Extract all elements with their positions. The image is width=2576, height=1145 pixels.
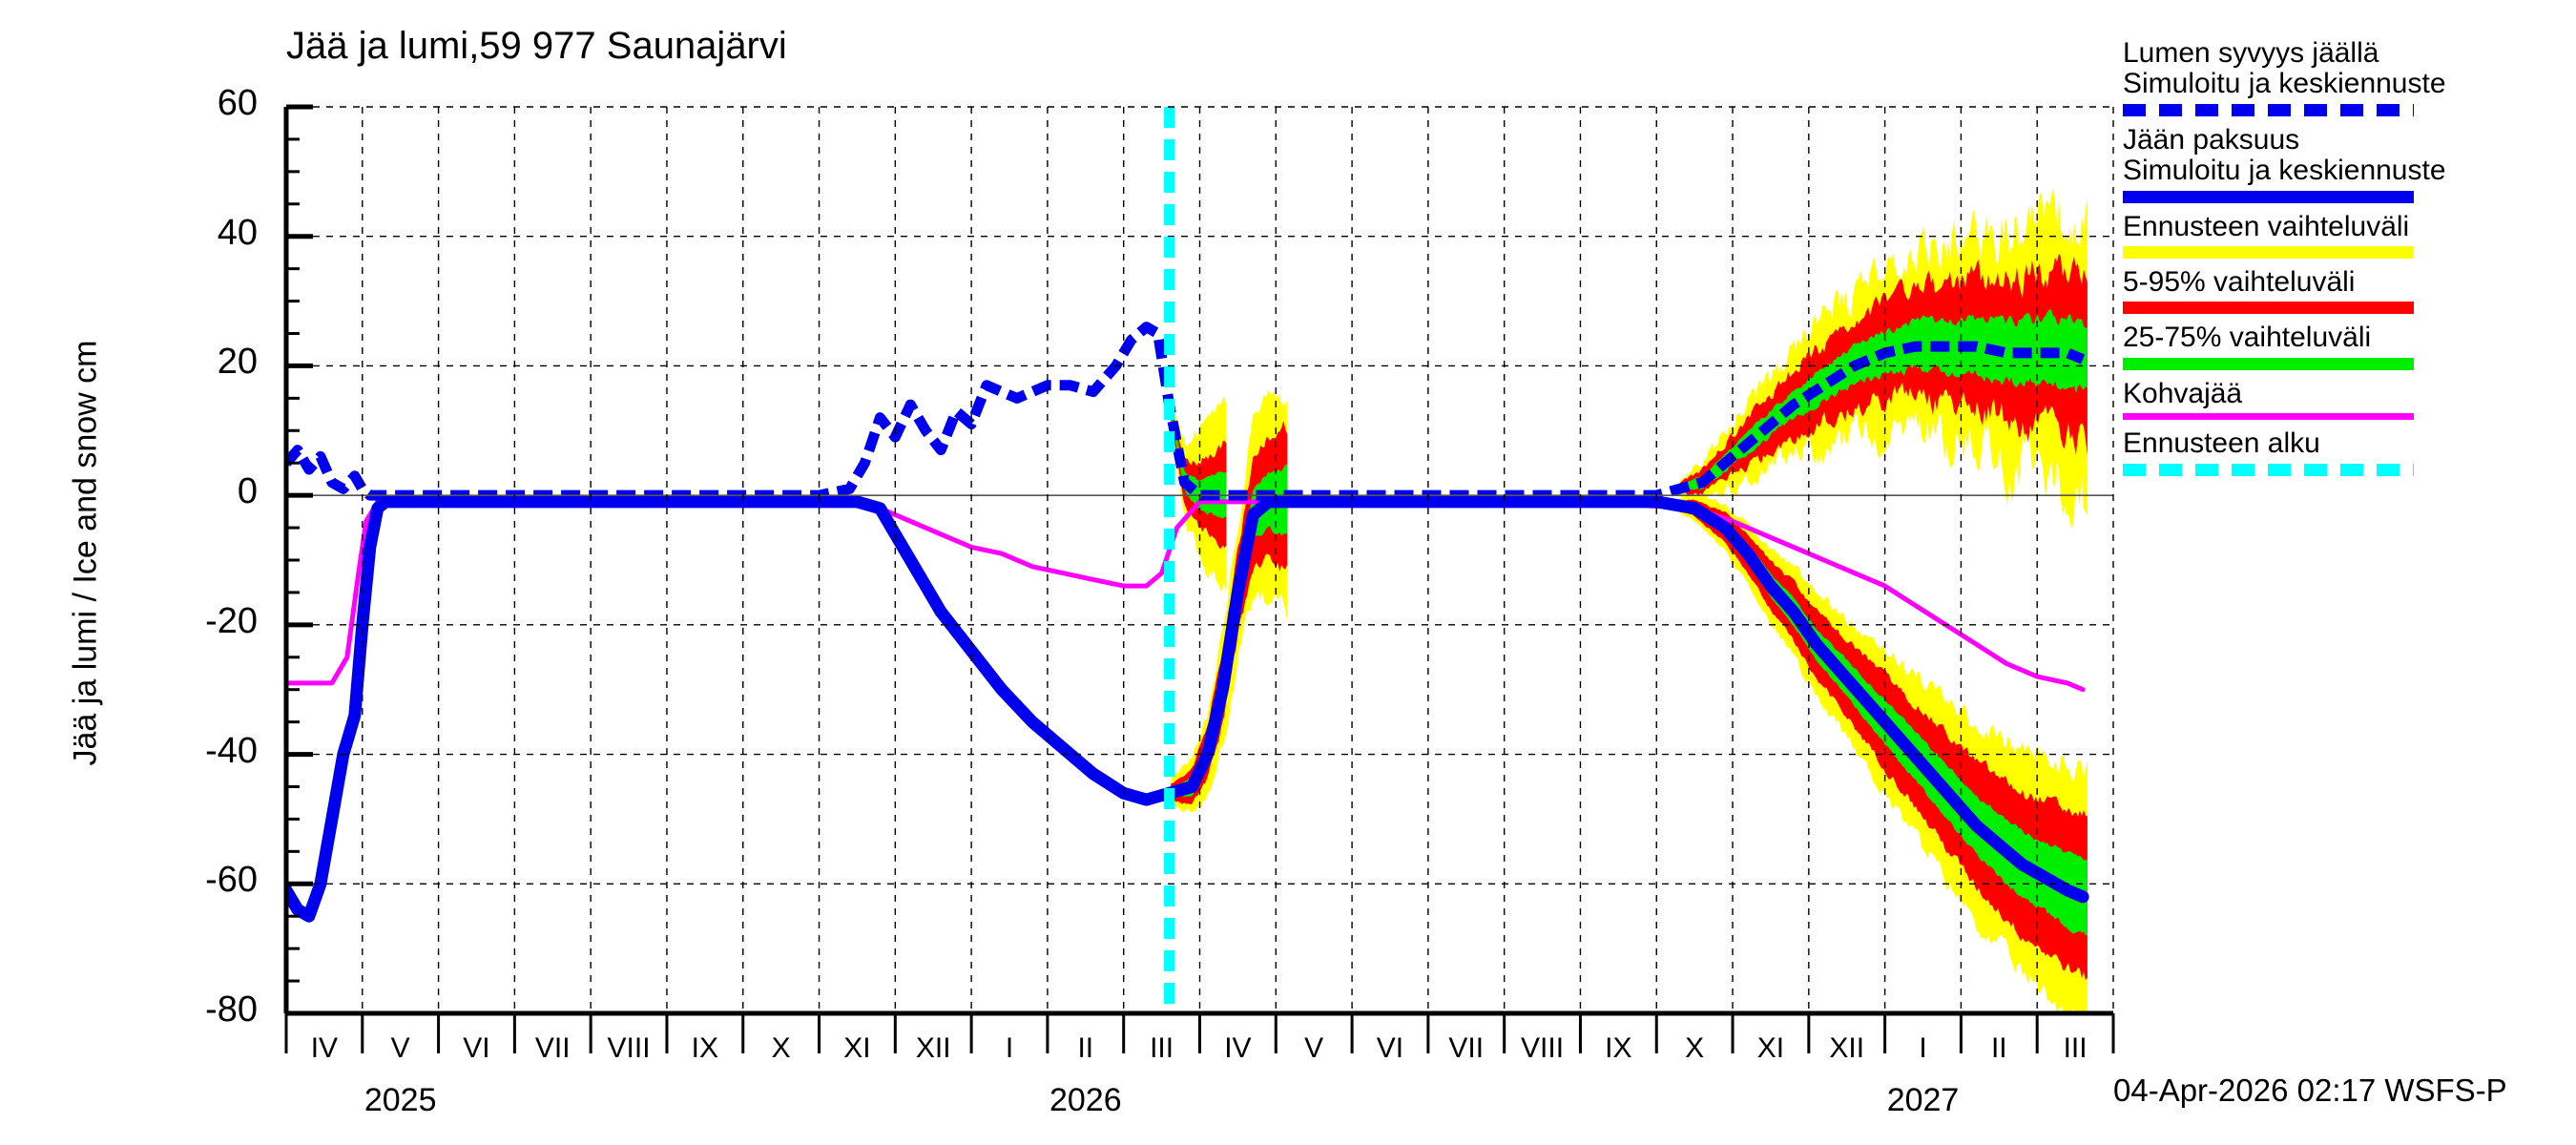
x-axis-year-label: 2026 (1049, 1082, 1122, 1118)
forecast-band (1679, 253, 2088, 496)
x-axis-year-label: 2027 (1886, 1082, 1960, 1118)
x-tick-label: III (2063, 1032, 2088, 1064)
legend-item: 5-95% vaihteluväli (2123, 265, 2571, 315)
series-ice-thickness (286, 495, 2089, 923)
y-axis-label: Jää ja lumi / Ice and snow cm (67, 340, 104, 766)
x-tick-label: II (1990, 1032, 2007, 1064)
legend-color-swatch (2123, 463, 2414, 476)
forecast-band (1171, 396, 1227, 594)
footer-timestamp: 04-Apr-2026 02:17 WSFS-P (2113, 1072, 2507, 1108)
legend-color-swatch (2123, 413, 2414, 421)
x-tick-label: XI (843, 1032, 871, 1064)
legend-item-sublabel: Simuloitu ja keskiennuste (2123, 68, 2446, 100)
x-tick-label: XI (1756, 1032, 1785, 1064)
legend-color-swatch (2123, 103, 2414, 116)
y-tick-label: 20 (217, 342, 258, 383)
legend-item: Lumen syvyys jäällä Simuloitu ja keskienn… (2123, 37, 2571, 116)
y-tick-label: 40 (217, 212, 258, 253)
x-tick-label: X (1685, 1032, 1705, 1064)
y-tick-label: -20 (205, 600, 258, 641)
x-tick-label: I (1919, 1032, 1927, 1064)
x-tick-label: VIII (1521, 1032, 1565, 1064)
legend-color-swatch (2123, 302, 2414, 315)
forecast-band (1679, 309, 2088, 492)
legend-item: Kohvajää (2123, 377, 2571, 421)
x-tick-label: X (771, 1032, 791, 1064)
legend-item-label: Ennusteen vaihteluväli (2123, 210, 2410, 242)
legend-item-label: Kohvajää (2123, 377, 2243, 409)
legend-item-label: 5-95% vaihteluväli (2123, 265, 2356, 298)
legend-item: Ennusteen vaihteluväli (2123, 210, 2571, 259)
x-tick-label: III (1150, 1032, 1174, 1064)
x-tick-label: VI (463, 1032, 490, 1064)
y-tick-label: 0 (237, 471, 258, 512)
x-tick-label: VI (1376, 1032, 1404, 1064)
page-title: Jää ja lumi,59 977 Saunajärvi (286, 25, 787, 67)
x-tick-label: IX (1605, 1032, 1632, 1064)
forecast-band (1171, 408, 1227, 519)
legend-item-label: Lumen syvyys jäällä (2123, 37, 2379, 69)
y-tick-label: -40 (205, 730, 258, 771)
series-snow-depth (286, 322, 2086, 501)
x-tick-label: V (1304, 1032, 1324, 1064)
legend-item-label: Ennusteen alku (2123, 427, 2320, 460)
legend-color-swatch (2123, 357, 2414, 370)
chart-legend: Lumen syvyys jäällä Simuloitu ja keskienn… (2123, 37, 2571, 485)
forecast-band (1679, 495, 2088, 1013)
series-kohvajaa (286, 499, 2086, 693)
forecast-band (1171, 420, 1288, 804)
legend-item: Ennusteen alku (2123, 427, 2571, 476)
forecast-band (1171, 405, 1227, 550)
forecast-band (1679, 188, 2088, 530)
x-tick-label: XII (915, 1032, 951, 1064)
x-tick-label: I (1005, 1032, 1014, 1064)
legend-color-swatch (2123, 190, 2414, 203)
x-tick-label: IV (1224, 1032, 1252, 1064)
legend-item: Jään paksuus Simuloitu ja keskiennuste (2123, 123, 2571, 203)
x-tick-label: IV (310, 1032, 339, 1064)
forecast-band (1171, 465, 1288, 798)
legend-color-swatch (2123, 245, 2414, 259)
legend-item-label: Jään paksuus (2123, 123, 2300, 156)
forecast-band (1679, 499, 2088, 980)
y-tick-label: -80 (205, 989, 258, 1030)
y-tick-label: 60 (217, 83, 258, 123)
x-tick-label: II (1077, 1032, 1094, 1064)
x-tick-label: VIII (607, 1032, 651, 1064)
x-tick-label: VII (1448, 1032, 1485, 1064)
x-axis-year-label: 2025 (364, 1082, 437, 1118)
y-tick-label: -60 (205, 860, 258, 901)
legend-item-sublabel: Simuloitu ja keskiennuste (2123, 155, 2446, 187)
legend-item-label: 25-75% vaihteluväli (2123, 322, 2372, 354)
x-tick-label: IX (691, 1032, 719, 1064)
x-tick-label: XII (1829, 1032, 1865, 1064)
forecast-band (1679, 503, 2088, 936)
x-tick-label: VII (534, 1032, 571, 1064)
legend-item: 25-75% vaihteluväli (2123, 322, 2571, 370)
forecast-band (1171, 389, 1288, 813)
x-tick-label: V (390, 1032, 410, 1064)
